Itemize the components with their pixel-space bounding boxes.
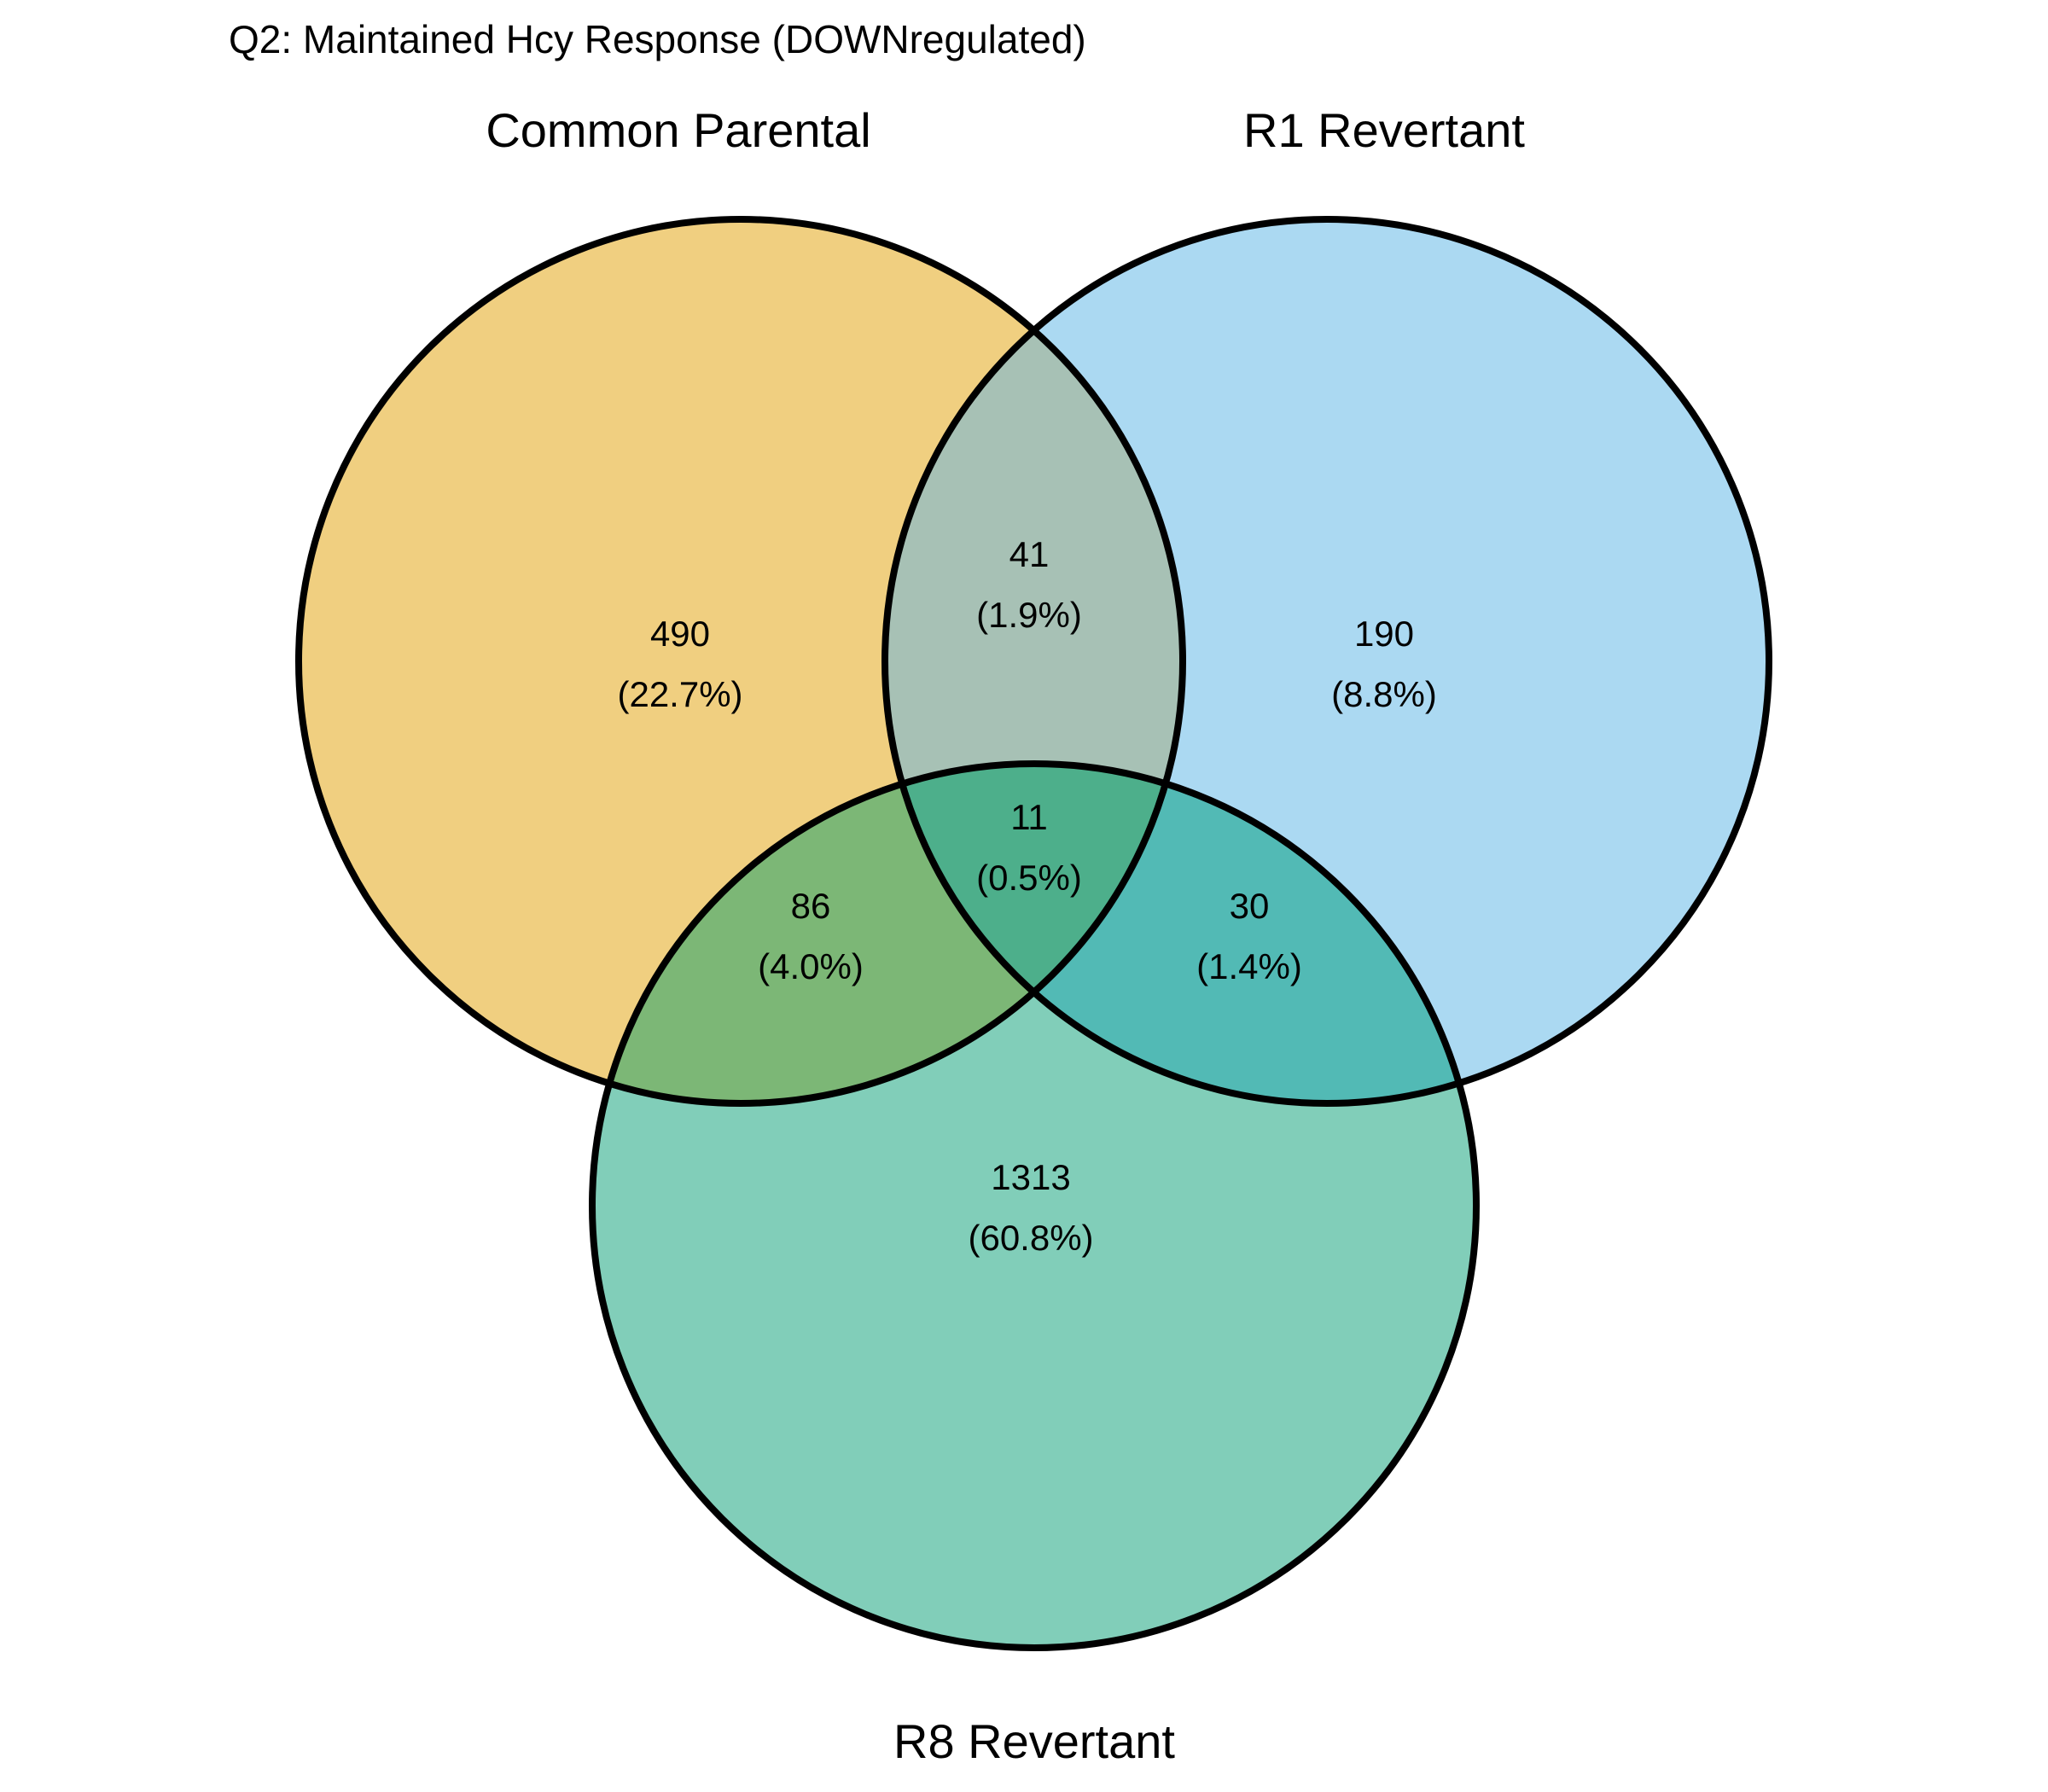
set-label-common-parental: Common Parental [486,103,870,157]
region-count: 1313 [991,1157,1070,1197]
set-label-r1-revertant: R1 Revertant [1243,103,1525,157]
region-count: 490 [650,614,710,654]
region-percent: (60.8%) [968,1218,1093,1258]
region-count: 86 [791,886,831,926]
region-label-parental-r8: 86 (4.0%) [758,886,864,986]
region-label-r1-r8: 30 (1.4%) [1196,886,1302,986]
region-label-parental-r1: 41 (1.9%) [976,534,1082,635]
region-label-r1-only: 190 (8.8%) [1331,614,1437,714]
region-count: 30 [1230,886,1270,926]
region-label-r8-only: 1313 (60.8%) [968,1157,1093,1258]
chart-title: Q2: Maintained Hcy Response (DOWNregulat… [229,17,1086,61]
overlap-region-parental-r8 [592,764,1183,1103]
outline-r8-revertant [589,760,1480,1651]
region-label-all-three: 11 (0.5%) [976,797,1082,898]
region-percent: (8.8%) [1331,674,1437,714]
outline-r1-revertant [881,216,1772,1107]
region-percent: (4.0%) [758,946,864,986]
region-count: 190 [1354,614,1414,654]
region-percent: (0.5%) [976,858,1082,898]
region-percent: (1.4%) [1196,946,1302,986]
outline-common-parental [295,216,1186,1107]
region-count: 11 [1010,797,1048,837]
region-percent: (1.9%) [976,595,1082,635]
set-label-r8-revertant: R8 Revertant [893,1714,1175,1768]
region-label-parental-only: 490 (22.7%) [617,614,742,714]
overlap-region-r1-r8 [885,764,1476,1103]
region-percent: (22.7%) [617,674,742,714]
region-count: 41 [1009,534,1050,574]
